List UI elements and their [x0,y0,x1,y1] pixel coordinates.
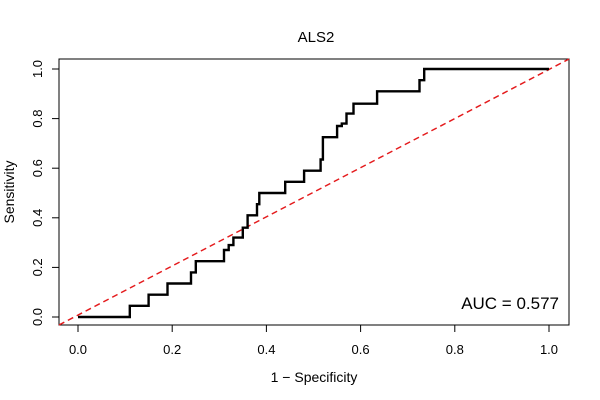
chart-title: ALS2 [298,29,335,46]
x-axis-label: 1 − Specificity [271,369,358,385]
y-tick-label: 0.8 [30,110,45,128]
roc-curve [78,67,549,319]
x-axis: 0.0 0.2 0.4 0.6 0.8 1.0 [69,324,558,357]
reference-diagonal [58,58,570,326]
x-tick-label: 0.0 [69,342,87,357]
x-tick-label: 0.4 [257,342,275,357]
y-tick-label: 0.2 [30,258,45,276]
y-axis-label: Sensitivity [1,160,17,223]
auc-annotation: AUC = 0.577 [461,294,559,313]
y-tick-label: 0.0 [30,308,45,326]
x-tick-label: 1.0 [540,342,558,357]
y-tick-label: 1.0 [30,60,45,78]
x-tick-label: 0.6 [352,342,370,357]
y-tick-label: 0.4 [30,209,45,227]
x-tick-label: 0.8 [446,342,464,357]
y-axis: 0.0 0.2 0.4 0.6 0.8 1.0 [30,60,60,326]
x-tick-label: 0.2 [163,342,181,357]
y-tick-label: 0.6 [30,159,45,177]
